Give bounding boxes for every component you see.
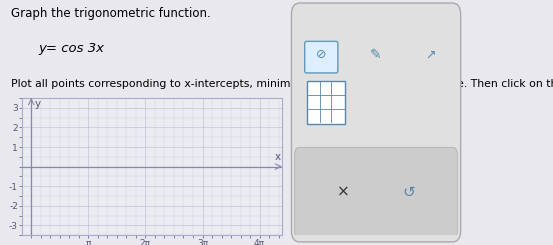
Text: ↺: ↺ <box>403 185 416 200</box>
Text: ⊘: ⊘ <box>316 48 326 61</box>
Text: Graph the trigonometric function.: Graph the trigonometric function. <box>11 7 211 20</box>
Text: ↗: ↗ <box>426 48 436 61</box>
FancyBboxPatch shape <box>307 81 345 124</box>
Text: x: x <box>275 152 281 162</box>
FancyBboxPatch shape <box>305 41 338 73</box>
FancyBboxPatch shape <box>291 3 461 242</box>
Text: y= cos 3x: y= cos 3x <box>38 42 104 55</box>
Text: y: y <box>34 99 40 109</box>
Text: ×: × <box>336 185 349 200</box>
Text: Plot all points corresponding to x-intercepts, minima, and maxima within one cyc: Plot all points corresponding to x-inter… <box>11 79 553 89</box>
Text: ✎: ✎ <box>370 48 382 62</box>
FancyBboxPatch shape <box>295 147 457 237</box>
